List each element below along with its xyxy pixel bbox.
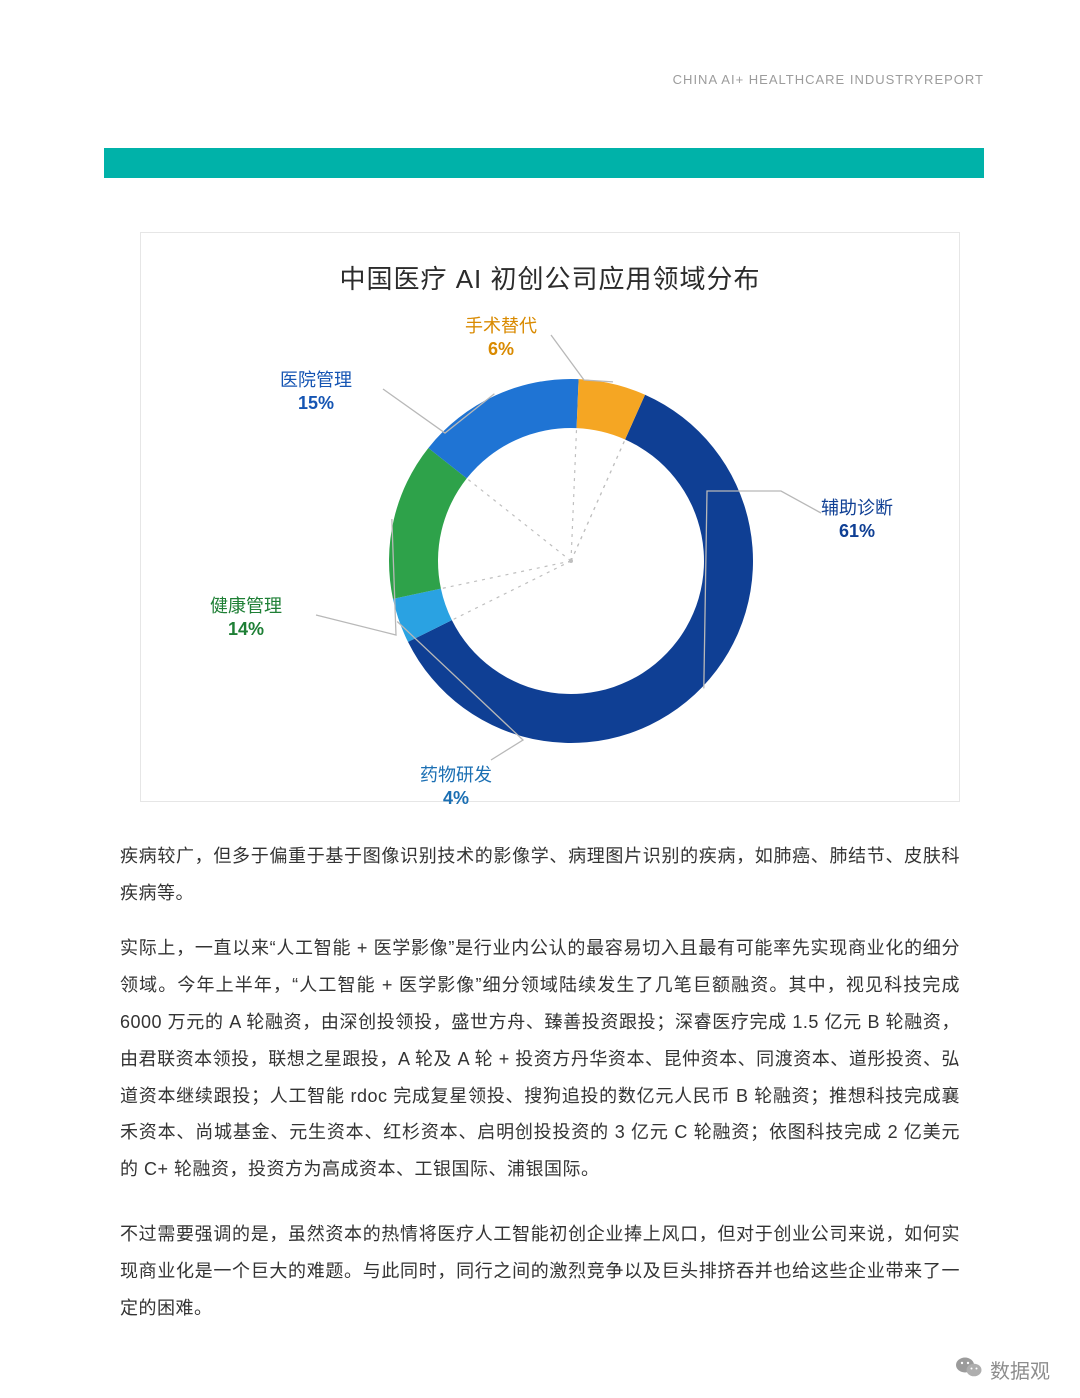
donut-chart-area: 辅助诊断61%药物研发4%健康管理14%医院管理15%手术替代6% <box>141 297 961 797</box>
radial-divider <box>467 478 571 561</box>
donut-chart-svg <box>141 297 961 797</box>
slice-label-value: 14% <box>210 618 282 641</box>
header-accent-bar <box>104 148 984 178</box>
slice-label-name: 健康管理 <box>210 595 282 618</box>
slice-label-value: 15% <box>280 392 352 415</box>
slice-label-name: 手术替代 <box>465 315 537 338</box>
radial-divider <box>571 428 577 561</box>
report-page: CHINA AI+ HEALTHCARE INDUSTRYREPORT 中国医疗… <box>0 0 1080 1398</box>
radial-divider <box>441 561 571 589</box>
donut-chart-card: 中国医疗 AI 初创公司应用领域分布 辅助诊断61%药物研发4%健康管理14%医… <box>140 232 960 802</box>
radial-divider <box>452 561 571 620</box>
slice-label: 健康管理14% <box>210 595 282 640</box>
slice-label: 手术替代6% <box>465 315 537 360</box>
donut-slice <box>389 448 467 599</box>
slice-label-value: 61% <box>821 520 893 543</box>
source-watermark: 数据观 <box>956 1355 1050 1384</box>
slice-label-value: 4% <box>420 787 492 810</box>
body-paragraph-2: 实际上，一直以来“人工智能 + 医学影像”是行业内公认的最容易切入且最有可能率先… <box>120 930 960 1188</box>
slice-label-name: 药物研发 <box>420 764 492 787</box>
wechat-icon <box>956 1356 982 1384</box>
report-header-label: CHINA AI+ HEALTHCARE INDUSTRYREPORT <box>673 72 984 87</box>
slice-label: 药物研发4% <box>420 764 492 809</box>
slice-label: 辅助诊断61% <box>821 497 893 542</box>
radial-divider <box>571 439 625 561</box>
slice-label-name: 医院管理 <box>280 369 352 392</box>
leader-line <box>316 519 396 635</box>
slice-label: 医院管理15% <box>280 369 352 414</box>
chart-title: 中国医疗 AI 初创公司应用领域分布 <box>141 259 959 296</box>
leader-line <box>551 335 613 382</box>
body-paragraph-1: 疾病较广，但多于偏重于基于图像识别技术的影像学、病理图片识别的疾病，如肺癌、肺结… <box>120 838 960 912</box>
body-paragraph-3: 不过需要强调的是，虽然资本的热情将医疗人工智能初创企业捧上风口，但对于创业公司来… <box>120 1216 960 1327</box>
watermark-text: 数据观 <box>990 1355 1050 1384</box>
slice-label-value: 6% <box>465 338 537 361</box>
slice-label-name: 辅助诊断 <box>821 497 893 520</box>
